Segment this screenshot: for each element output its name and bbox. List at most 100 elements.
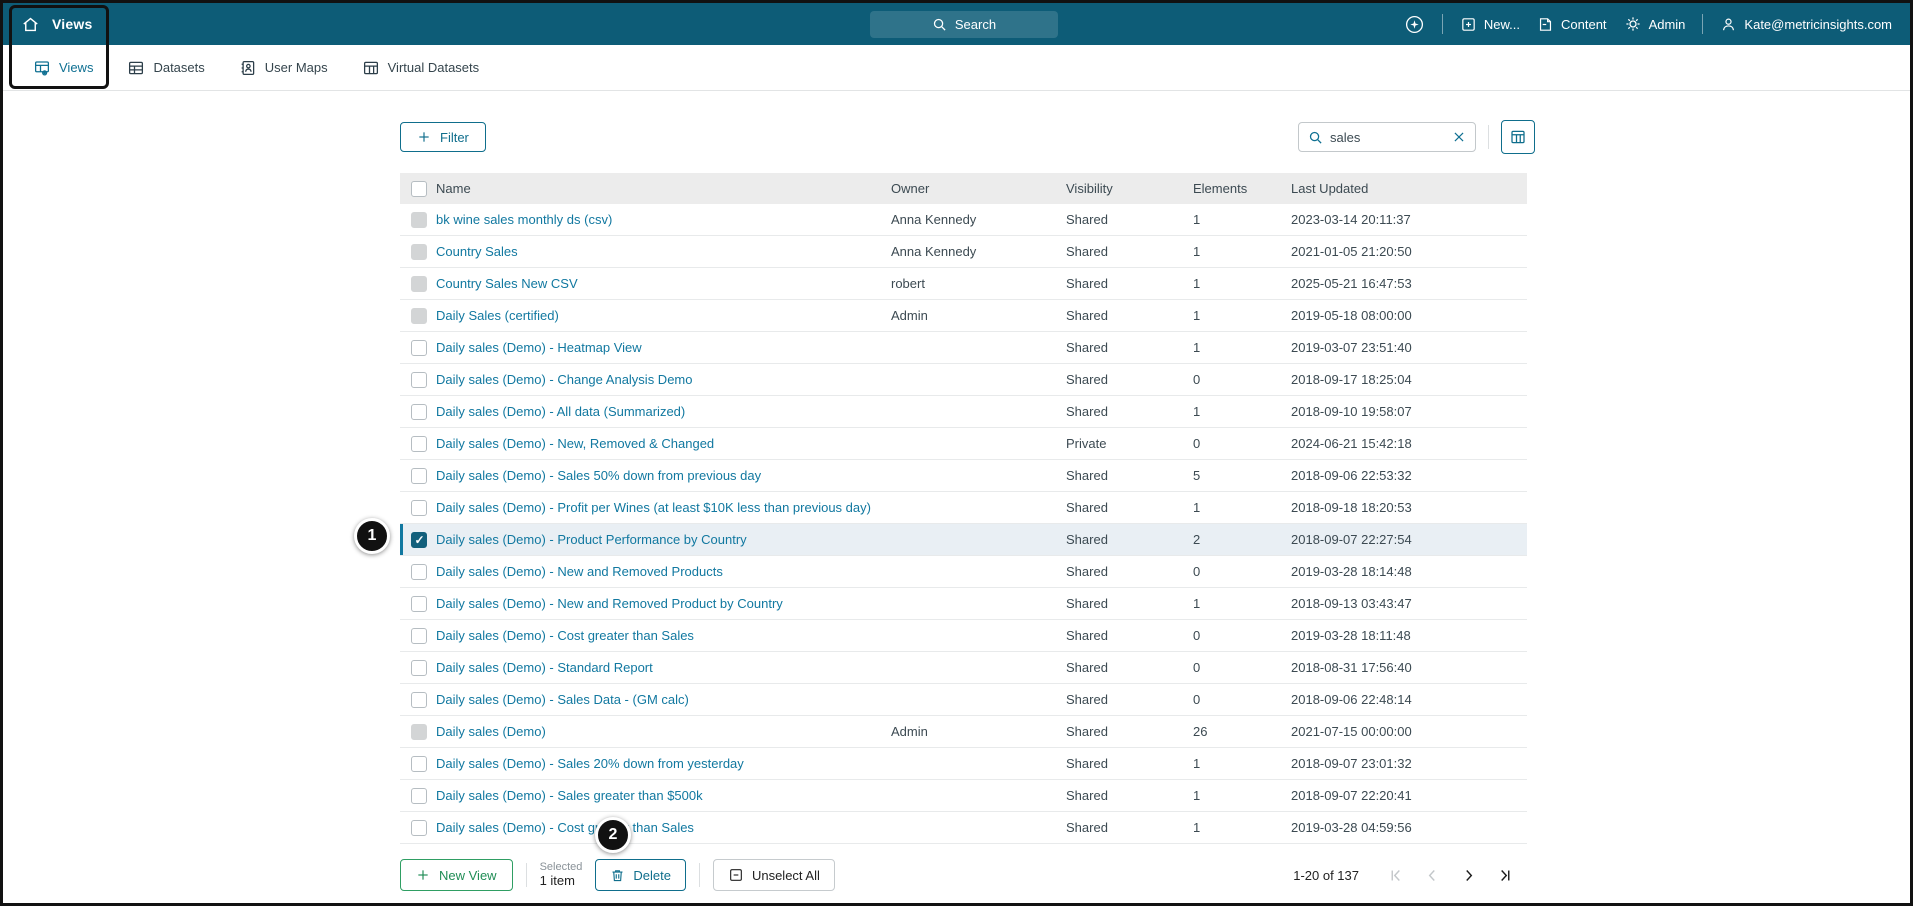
- table-row[interactable]: bk wine sales monthly ds (csv) Anna Kenn…: [400, 204, 1527, 236]
- table-row[interactable]: Daily sales (Demo) - Sales 20% down from…: [400, 748, 1527, 780]
- view-name-link[interactable]: Country Sales: [436, 244, 518, 259]
- row-checkbox[interactable]: [411, 275, 427, 292]
- row-checkbox[interactable]: [411, 211, 427, 228]
- new-view-button[interactable]: New View: [400, 859, 513, 891]
- tab-virtual-datasets[interactable]: Virtual Datasets: [362, 59, 479, 77]
- cell-visibility: Shared: [1066, 596, 1108, 611]
- column-header-elements[interactable]: Elements: [1193, 181, 1248, 196]
- table-row[interactable]: Country Sales Anna Kennedy Shared 1 2021…: [400, 236, 1527, 268]
- view-name-link[interactable]: Daily sales (Demo) - Heatmap View: [436, 340, 642, 355]
- table-row[interactable]: Daily sales (Demo) - All data (Summarize…: [400, 396, 1527, 428]
- table-row[interactable]: Daily sales (Demo) - Cost greater than S…: [400, 620, 1527, 652]
- view-name-link[interactable]: Daily sales (Demo) - Sales 20% down from…: [436, 756, 744, 771]
- view-name-link[interactable]: Daily sales (Demo) - Sales 50% down from…: [436, 468, 762, 483]
- cell-elements: 1: [1193, 244, 1201, 259]
- home-icon[interactable]: [21, 15, 40, 34]
- tab-datasets[interactable]: Datasets: [127, 59, 205, 77]
- column-settings-button[interactable]: [1501, 120, 1535, 154]
- table-row[interactable]: Daily sales (Demo) - Heatmap View Shared…: [400, 332, 1527, 364]
- table-row[interactable]: Daily sales (Demo) - Standard Report Sha…: [400, 652, 1527, 684]
- view-name-link[interactable]: Daily sales (Demo) - New and Removed Pro…: [436, 564, 723, 579]
- table-search-input[interactable]: [1330, 129, 1445, 145]
- cell-visibility: Shared: [1066, 308, 1108, 323]
- table-row[interactable]: Daily sales (Demo) - New and Removed Pro…: [400, 588, 1527, 620]
- tab-views[interactable]: Views: [33, 59, 93, 77]
- toolbar-divider: [1488, 125, 1489, 149]
- cell-last-updated: 2018-08-31 17:56:40: [1291, 660, 1412, 675]
- view-name-link[interactable]: bk wine sales monthly ds (csv): [436, 212, 613, 227]
- table-row[interactable]: Daily sales (Demo) - Sales greater than …: [400, 780, 1527, 812]
- filter-button[interactable]: Filter: [400, 122, 486, 152]
- table-row[interactable]: Daily sales (Demo) - Cost greater than S…: [400, 812, 1527, 844]
- row-checkbox[interactable]: [411, 531, 427, 548]
- table-row[interactable]: Daily sales (Demo) - New, Removed & Chan…: [400, 428, 1527, 460]
- view-name-link[interactable]: Daily sales (Demo) - Profit per Wines (a…: [436, 500, 871, 515]
- view-name-link[interactable]: Daily sales (Demo) - Product Performance…: [436, 532, 747, 547]
- trash-icon: [610, 868, 625, 883]
- column-header-visibility[interactable]: Visibility: [1066, 181, 1113, 196]
- view-name-link[interactable]: Daily sales (Demo) - New, Removed & Chan…: [436, 436, 715, 451]
- tab-user-maps[interactable]: User Maps: [239, 59, 328, 77]
- row-checkbox[interactable]: [411, 371, 427, 388]
- table-row[interactable]: Country Sales New CSV robert Shared 1 20…: [400, 268, 1527, 300]
- object-tabs: Views Datasets User Maps Virtual Dataset…: [3, 5, 1910, 91]
- row-checkbox[interactable]: [411, 627, 427, 644]
- content-menu-button[interactable]: Content: [1537, 16, 1607, 33]
- view-name-link[interactable]: Daily sales (Demo) - Cost greater than S…: [436, 820, 694, 835]
- next-page-icon[interactable]: [1455, 862, 1481, 888]
- row-checkbox[interactable]: [411, 819, 427, 836]
- new-menu-button[interactable]: New...: [1460, 16, 1520, 33]
- row-checkbox[interactable]: [411, 435, 427, 452]
- view-name-link[interactable]: Daily sales (Demo) - Sales greater than …: [436, 788, 703, 803]
- view-name-link[interactable]: Daily sales (Demo) - Change Analysis Dem…: [436, 372, 693, 387]
- view-name-link[interactable]: Daily sales (Demo) - All data (Summarize…: [436, 404, 686, 419]
- column-header-name[interactable]: Name: [436, 181, 471, 196]
- selection-summary: Selected 1 item: [540, 861, 583, 889]
- last-page-icon[interactable]: [1491, 862, 1517, 888]
- unselect-all-button[interactable]: Unselect All: [712, 859, 835, 891]
- table-row[interactable]: Daily sales (Demo) Admin Shared 26 2021-…: [400, 716, 1527, 748]
- row-checkbox[interactable]: [411, 691, 427, 708]
- view-name-link[interactable]: Daily sales (Demo) - Cost greater than S…: [436, 628, 694, 643]
- row-checkbox[interactable]: [411, 339, 427, 356]
- column-header-last-updated[interactable]: Last Updated: [1291, 181, 1369, 196]
- table-row[interactable]: Daily sales (Demo) - Product Performance…: [400, 524, 1527, 556]
- view-name-link[interactable]: Daily sales (Demo) - Standard Report: [436, 660, 653, 675]
- view-name-link[interactable]: Country Sales New CSV: [436, 276, 578, 291]
- pagination-range: 1-20 of 137: [1293, 867, 1359, 883]
- row-checkbox[interactable]: [411, 243, 427, 260]
- row-checkbox[interactable]: [411, 563, 427, 580]
- view-name-link[interactable]: Daily Sales (certified): [436, 308, 559, 323]
- clear-search-icon[interactable]: [1452, 130, 1466, 144]
- view-name-link[interactable]: Daily sales (Demo) - Sales Data - (GM ca…: [436, 692, 689, 707]
- table-row[interactable]: Daily sales (Demo) - Sales Data - (GM ca…: [400, 684, 1527, 716]
- row-checkbox[interactable]: [411, 467, 427, 484]
- plus-square-icon: [1460, 16, 1477, 33]
- datasets-icon: [127, 59, 145, 77]
- table-row[interactable]: Daily sales (Demo) - Sales 50% down from…: [400, 460, 1527, 492]
- row-checkbox[interactable]: [411, 787, 427, 804]
- view-name-link[interactable]: Daily sales (Demo): [436, 724, 546, 739]
- row-checkbox[interactable]: [411, 499, 427, 516]
- prev-page-icon[interactable]: [1419, 862, 1445, 888]
- header-divider: [1702, 14, 1704, 34]
- global-search-button[interactable]: Search: [870, 11, 1058, 38]
- table-row[interactable]: Daily Sales (certified) Admin Shared 1 2…: [400, 300, 1527, 332]
- row-checkbox[interactable]: [411, 403, 427, 420]
- row-checkbox[interactable]: [411, 723, 427, 740]
- row-checkbox[interactable]: [411, 659, 427, 676]
- table-row[interactable]: Daily sales (Demo) - Change Analysis Dem…: [400, 364, 1527, 396]
- column-header-owner[interactable]: Owner: [891, 181, 930, 196]
- row-checkbox[interactable]: [411, 755, 427, 772]
- select-all-checkbox[interactable]: [411, 180, 427, 197]
- assistant-icon[interactable]: [1404, 14, 1425, 35]
- row-checkbox[interactable]: [411, 595, 427, 612]
- view-name-link[interactable]: Daily sales (Demo) - New and Removed Pro…: [436, 596, 783, 611]
- admin-menu-button[interactable]: Admin: [1624, 15, 1685, 33]
- delete-button[interactable]: Delete: [595, 859, 686, 891]
- table-row[interactable]: Daily sales (Demo) - New and Removed Pro…: [400, 556, 1527, 588]
- row-checkbox[interactable]: [411, 307, 427, 324]
- first-page-icon[interactable]: [1383, 862, 1409, 888]
- user-account-button[interactable]: Kate@metricinsights.com: [1720, 16, 1892, 33]
- table-row[interactable]: Daily sales (Demo) - Profit per Wines (a…: [400, 492, 1527, 524]
